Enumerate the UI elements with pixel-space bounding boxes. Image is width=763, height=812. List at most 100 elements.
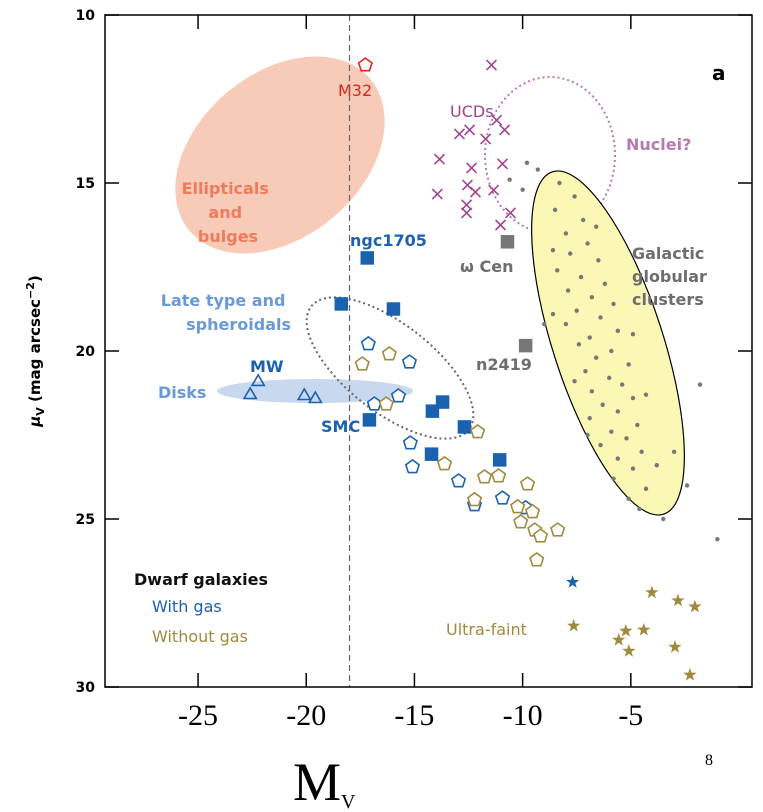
point xyxy=(585,241,590,246)
point xyxy=(360,335,376,351)
point xyxy=(362,413,377,427)
point xyxy=(697,382,703,387)
point xyxy=(461,199,473,211)
point xyxy=(424,447,439,461)
point xyxy=(557,180,562,186)
point xyxy=(563,321,569,327)
x-tick-label: -10 xyxy=(503,699,543,732)
point xyxy=(491,114,503,126)
point xyxy=(624,436,629,441)
point xyxy=(635,422,640,428)
point xyxy=(435,395,450,409)
point xyxy=(611,476,616,481)
point xyxy=(465,162,478,174)
annotation: Late type and spheroidals xyxy=(161,291,291,334)
legend-entry: Without gas xyxy=(152,627,248,646)
point xyxy=(619,382,625,387)
page-number: 8 xyxy=(705,752,713,769)
annotation: Ellipticals and bulges xyxy=(182,179,275,246)
point xyxy=(598,315,603,320)
point xyxy=(485,59,498,71)
point xyxy=(307,390,323,404)
point xyxy=(433,153,446,165)
y-tick-label: 20 xyxy=(76,344,96,360)
point xyxy=(568,251,573,256)
point xyxy=(529,552,545,567)
point xyxy=(496,158,509,170)
point xyxy=(683,667,697,681)
point xyxy=(480,133,492,145)
point xyxy=(572,379,577,384)
point xyxy=(469,186,482,198)
point xyxy=(491,468,507,483)
point xyxy=(499,124,511,136)
point xyxy=(671,593,685,607)
point xyxy=(637,622,651,636)
point xyxy=(639,449,644,454)
point xyxy=(450,473,467,488)
point xyxy=(566,575,580,588)
annotation: Galactic globular clusters xyxy=(632,244,713,309)
y-tick-label: 25 xyxy=(76,512,95,528)
point xyxy=(615,456,621,461)
point xyxy=(507,177,512,182)
point xyxy=(668,640,682,653)
annotation: Nuclei? xyxy=(626,135,691,154)
point xyxy=(626,496,631,502)
point xyxy=(518,338,533,353)
point xyxy=(404,458,421,474)
point xyxy=(671,449,677,454)
point xyxy=(643,392,649,397)
point xyxy=(552,207,558,213)
point xyxy=(661,516,666,522)
point xyxy=(242,386,258,400)
point xyxy=(504,207,517,219)
x-tick-label: -15 xyxy=(394,699,434,732)
point xyxy=(488,184,500,196)
point xyxy=(565,288,571,293)
point xyxy=(402,435,418,450)
y-axis-label: μV (mag arcsec−2) xyxy=(24,275,47,428)
point xyxy=(470,424,486,439)
legend-entry: With gas xyxy=(152,597,222,616)
point xyxy=(513,514,529,529)
y-tick-label: 30 xyxy=(76,680,96,696)
point xyxy=(567,618,581,632)
point xyxy=(637,506,642,512)
annotation: SMC xyxy=(321,417,360,436)
point xyxy=(334,297,349,311)
legend-title: Dwarf galaxies xyxy=(134,570,268,589)
point xyxy=(684,483,690,488)
point xyxy=(602,281,608,286)
annotation: MW xyxy=(250,357,284,376)
point xyxy=(500,235,515,249)
point xyxy=(250,373,266,387)
point xyxy=(524,503,541,519)
ellipticals-region xyxy=(175,56,385,254)
point xyxy=(587,416,592,421)
point xyxy=(630,395,636,401)
point xyxy=(494,219,507,231)
point xyxy=(532,528,549,543)
point xyxy=(715,536,720,542)
point xyxy=(357,57,373,72)
y-tick-label: 15 xyxy=(76,176,95,192)
point xyxy=(615,409,621,414)
annotation: ngc1705 xyxy=(350,231,427,250)
point xyxy=(630,466,636,471)
point xyxy=(589,295,595,300)
point xyxy=(594,355,599,360)
point xyxy=(583,368,588,374)
point xyxy=(622,644,636,657)
annotation: UCDs xyxy=(450,102,494,121)
point xyxy=(461,207,473,219)
point xyxy=(378,396,394,411)
point xyxy=(542,321,547,327)
point xyxy=(630,332,636,337)
point xyxy=(596,258,601,263)
point xyxy=(626,362,631,367)
point xyxy=(436,455,453,471)
point xyxy=(381,346,397,361)
point xyxy=(550,311,556,317)
